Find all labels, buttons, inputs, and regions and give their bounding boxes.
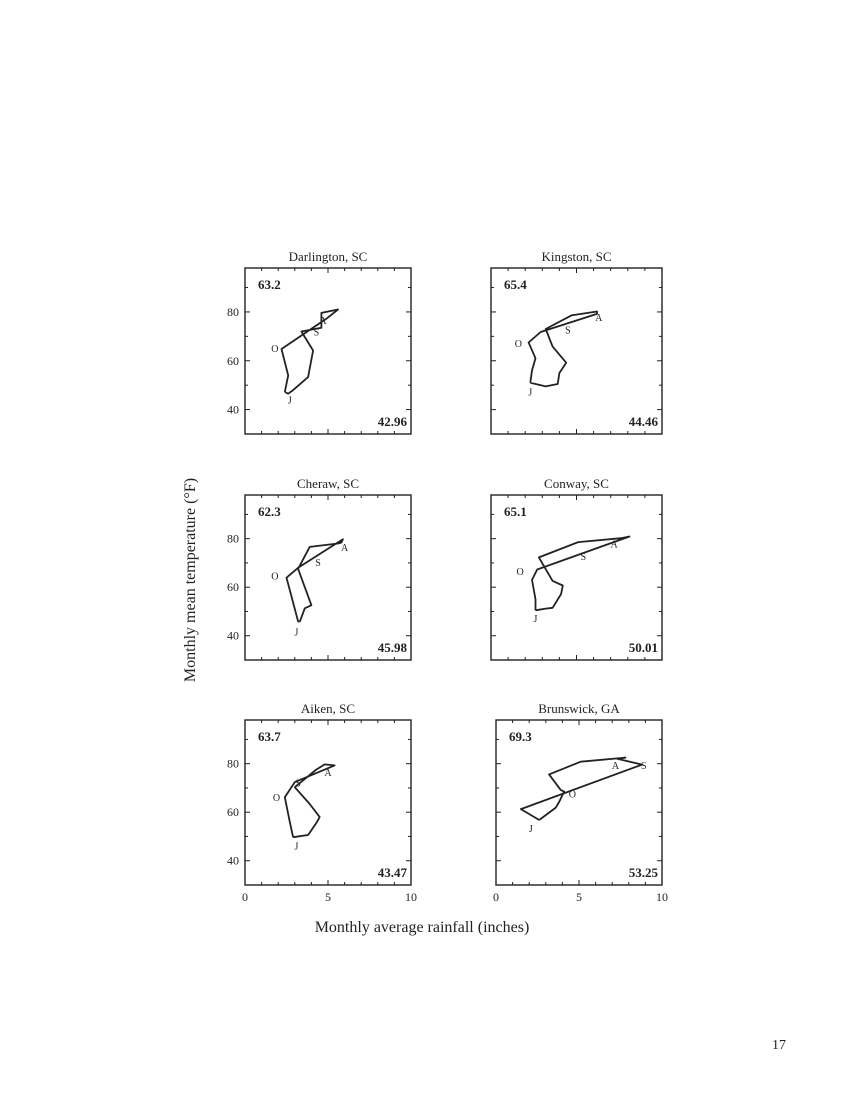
climate-path [285, 538, 344, 623]
x-tick-label: 10 [656, 890, 668, 904]
page-number: 17 [772, 1038, 786, 1053]
mean-temperature-label: 69.3 [509, 729, 532, 744]
annual-rainfall-label: 44.46 [629, 414, 659, 429]
x-axis-label: Monthly average rainfall (inches) [315, 919, 530, 936]
y-tick-label: 40 [227, 854, 239, 868]
climate-path [527, 310, 598, 388]
month-label: S [315, 558, 321, 569]
x-tick-label: 0 [242, 890, 248, 904]
y-tick-label: 60 [227, 580, 239, 594]
y-tick-label: 80 [227, 305, 239, 319]
month-label: J [295, 628, 299, 639]
mean-temperature-label: 62.3 [258, 504, 281, 519]
panel-title: Darlington, SC [289, 249, 368, 264]
month-label: O [271, 571, 278, 582]
panel-title: Conway, SC [544, 476, 609, 491]
month-label: J [288, 395, 292, 406]
x-tick-label: 5 [576, 890, 582, 904]
annual-rainfall-label: 45.98 [378, 640, 408, 655]
panel-4: Conway, SC 65.1 50.01 A S O J [490, 476, 663, 661]
month-label: S [295, 779, 301, 790]
month-label: O [516, 567, 523, 578]
y-axis-label: Monthly mean temperature (°F) [182, 478, 199, 682]
x-tick-label: 5 [325, 890, 331, 904]
y-tick-label: 40 [227, 629, 239, 643]
climate-path [283, 763, 336, 839]
month-label: A [595, 313, 603, 324]
panel-frame [490, 267, 663, 435]
x-tick-label: 0 [493, 890, 499, 904]
mean-temperature-label: 63.7 [258, 729, 281, 744]
annual-rainfall-label: 53.25 [629, 865, 659, 880]
month-label: O [273, 793, 280, 804]
month-label: J [295, 842, 299, 853]
panel-frame [244, 267, 412, 435]
panel-title: Aiken, SC [301, 701, 355, 716]
month-label: J [528, 388, 532, 399]
month-label: A [612, 761, 620, 772]
climate-path [280, 308, 339, 395]
panel-frame [244, 494, 412, 661]
month-label: J [534, 614, 538, 625]
month-label: A [324, 768, 332, 779]
month-label: S [581, 552, 587, 563]
month-label: A [341, 543, 349, 554]
climate-path [531, 535, 631, 612]
month-label: S [641, 761, 647, 772]
month-label: S [314, 327, 320, 338]
panel-title: Cheraw, SC [297, 476, 359, 491]
month-label: A [319, 316, 327, 327]
mean-temperature-label: 63.2 [258, 277, 281, 292]
month-label: S [565, 326, 571, 337]
month-label: J [529, 824, 533, 835]
y-tick-label: 80 [227, 532, 239, 546]
month-label: O [515, 339, 522, 350]
panel-5: 40 60 80 0 5 10 Aiken, SC 63.7 43.47 A S O J [227, 701, 417, 904]
panel-2: Kingston, SC 65.4 44.46 A S O J [490, 249, 663, 435]
y-tick-label: 80 [227, 757, 239, 771]
panel-1: 40 60 80 Darlington, SC 63.2 42.96 AS O J [227, 249, 412, 435]
panel-title: Kingston, SC [541, 249, 611, 264]
climate-path [520, 756, 643, 821]
mean-temperature-label: 65.4 [504, 277, 527, 292]
x-tick-label: 10 [405, 890, 417, 904]
month-label: O [271, 344, 278, 355]
panel-3: 40 60 80 Cheraw, SC 62.3 45.98 A S O J [227, 476, 412, 661]
y-tick-label: 60 [227, 354, 239, 368]
annual-rainfall-label: 42.96 [378, 414, 408, 429]
month-label: A [611, 540, 619, 551]
panel-title: Brunswick, GA [538, 701, 620, 716]
annual-rainfall-label: 50.01 [629, 640, 658, 655]
y-tick-label: 60 [227, 805, 239, 819]
y-tick-label: 40 [227, 403, 239, 417]
panel-6: 0 5 10 Brunswick, GA 69.3 53.25 A S O J [493, 701, 668, 904]
mean-temperature-label: 65.1 [504, 504, 527, 519]
panel-frame [244, 719, 412, 886]
month-label: O [569, 790, 576, 801]
annual-rainfall-label: 43.47 [378, 865, 408, 880]
panel-frame [495, 719, 663, 886]
